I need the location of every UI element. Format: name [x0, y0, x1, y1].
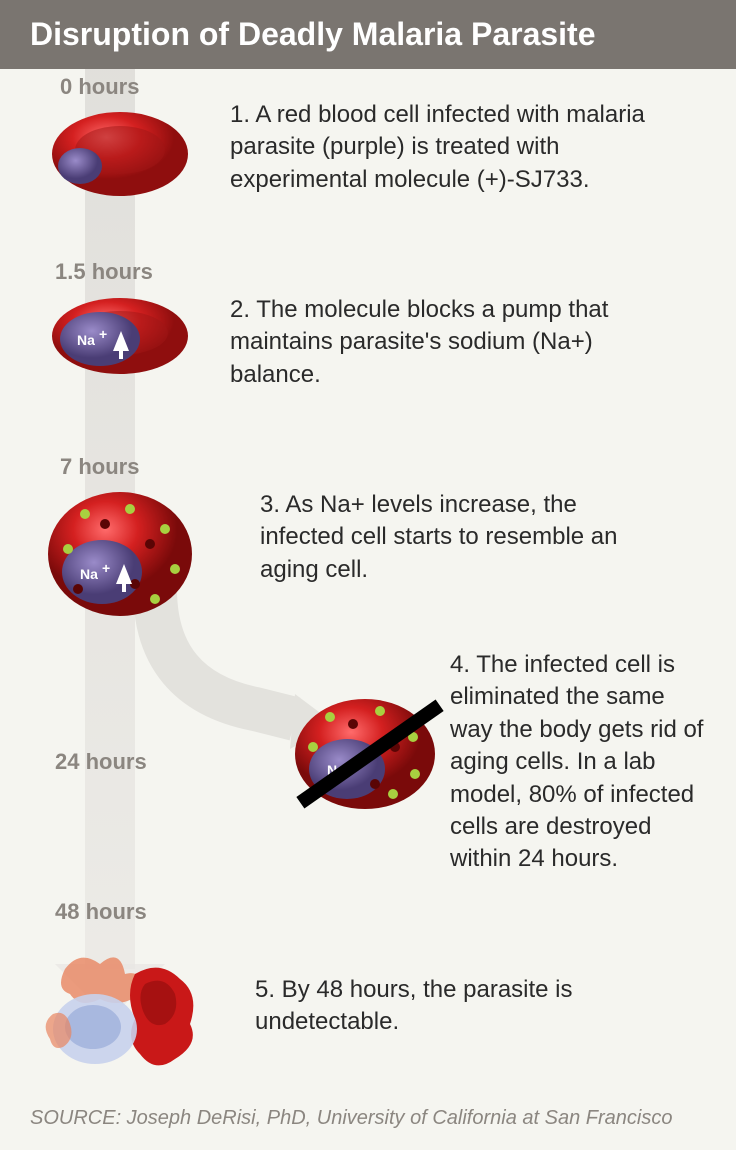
cell-1-5h: Na +	[45, 289, 195, 384]
step-1-text: 1. A red blood cell infected with malari…	[230, 99, 670, 196]
time-label-48h: 48 hours	[55, 899, 147, 925]
page-title: Disruption of Deadly Malaria Parasite	[30, 16, 596, 52]
cell-destroyed	[25, 939, 215, 1089]
time-label-0h: 0 hours	[60, 74, 139, 100]
time-label-24h: 24 hours	[55, 749, 147, 775]
source-text: SOURCE: Joseph DeRisi, PhD, University o…	[30, 1107, 672, 1130]
step-3-text: 3. As Na+ levels increase, the infected …	[260, 489, 660, 586]
svg-text:Na: Na	[80, 566, 98, 582]
title-bar: Disruption of Deadly Malaria Parasite	[0, 0, 736, 69]
step-2-text: 2. The molecule blocks a pump that maint…	[230, 294, 650, 391]
time-label-1-5h: 1.5 hours	[55, 259, 153, 285]
svg-text:Na: Na	[77, 332, 95, 348]
content-area: 0 hours 1.5 hours 7 hours 24 hours 48 ho…	[0, 69, 736, 1069]
cell-0h	[45, 104, 195, 204]
step-4-text: 4. The infected cell is eliminated the s…	[450, 649, 710, 876]
svg-text:+: +	[102, 560, 110, 576]
cell-7h: Na +	[40, 484, 200, 634]
svg-text:+: +	[99, 326, 107, 342]
step-5-text: 5. By 48 hours, the parasite is undetect…	[255, 974, 655, 1039]
time-label-7h: 7 hours	[60, 454, 139, 480]
